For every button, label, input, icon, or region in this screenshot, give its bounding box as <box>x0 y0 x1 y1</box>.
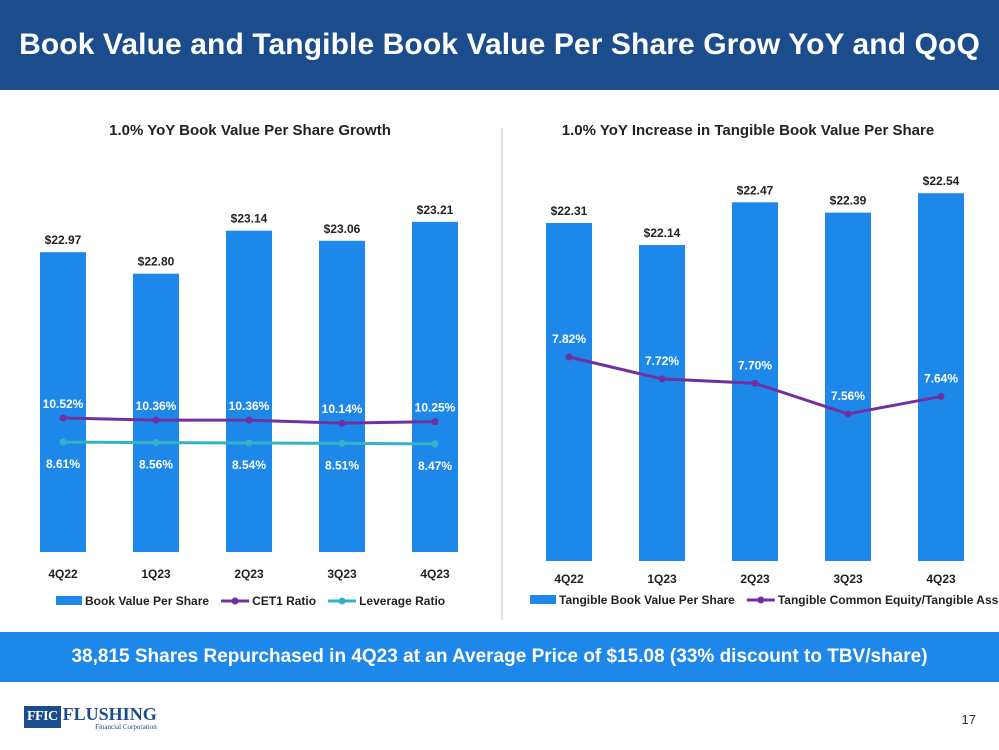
chart1-line-label-0-3Q23: 10.14% <box>322 402 363 416</box>
chart2-line-label-0-4Q22: 7.82% <box>552 332 586 346</box>
chart2-line-label-0-4Q23: 7.64% <box>924 371 958 385</box>
chart1-line-label-1-3Q23: 8.51% <box>325 458 359 472</box>
chart2-tick-3Q23: 3Q23 <box>833 572 863 586</box>
legend1-label-0: Book Value Per Share <box>85 594 209 608</box>
logo-box-text: FFIC <box>24 706 61 728</box>
chart2-bar-label-4Q23: $22.54 <box>923 174 960 188</box>
chart2-bar-label-1Q23: $22.14 <box>644 226 681 240</box>
chart1-point-0-4Q23 <box>431 418 439 426</box>
logo-wordmark: FLUSHING <box>62 704 157 724</box>
chart1-line-label-0-2Q23: 10.36% <box>229 399 270 413</box>
header-bar: Book Value and Tangible Book Value Per S… <box>0 0 999 90</box>
page-title: Book Value and Tangible Book Value Per S… <box>19 28 980 61</box>
chart1-tick-3Q23: 3Q23 <box>327 567 357 581</box>
chart1-tick-4Q22: 4Q22 <box>48 567 78 581</box>
chart2-line-label-0-3Q23: 7.56% <box>831 389 865 403</box>
chart1-point-0-1Q23 <box>152 416 160 424</box>
chart1-bar-label-1Q23: $22.80 <box>138 255 175 269</box>
repurchase-banner: 38,815 Shares Repurchased in 4Q23 at an … <box>0 632 999 682</box>
chart2-point-0-4Q23 <box>937 392 945 400</box>
chart1-point-1-4Q22 <box>59 438 67 446</box>
chart1-legend: Book Value Per Share CET1 Ratio Leverage R… <box>56 594 445 608</box>
chart2-bar-4Q22 <box>546 223 592 561</box>
chart2-tick-4Q22: 4Q22 <box>554 572 584 586</box>
legend1-label-2: Leverage Ratio <box>359 594 445 608</box>
chart2-bar-label-4Q22: $22.31 <box>551 204 588 218</box>
chart1-line-label-1-4Q22: 8.61% <box>46 457 80 471</box>
chart1-bar-2Q23 <box>226 230 272 552</box>
legend1-marker-2 <box>338 597 346 605</box>
chart1-plot: $22.97 4Q22 $22.80 1Q23 $23.14 2Q23 $23.06 3Q23… <box>40 203 458 581</box>
legend2-marker-1 <box>757 596 765 604</box>
chart1-point-1-4Q23 <box>431 440 439 448</box>
chart1-line-label-0-1Q23: 10.36% <box>136 399 177 413</box>
chart1-line-label-0-4Q22: 10.52% <box>43 397 84 411</box>
legend2-swatch-0 <box>530 595 556 604</box>
chart2-line-label-0-1Q23: 7.72% <box>645 354 679 368</box>
chart1-point-0-3Q23 <box>338 419 346 427</box>
repurchase-banner-text: 38,815 Shares Repurchased in 4Q23 at an … <box>71 646 928 667</box>
chart1-line-label-1-4Q23: 8.47% <box>418 459 452 473</box>
chart1-bar-1Q23 <box>133 273 179 552</box>
chart2-bar-3Q23 <box>825 212 871 561</box>
chart1-point-1-2Q23 <box>245 439 253 447</box>
chart1-line-label-1-1Q23: 8.56% <box>139 458 173 472</box>
chart2-point-0-4Q22 <box>565 353 573 361</box>
chart2-bar-1Q23 <box>639 245 685 561</box>
chart2-bar-label-2Q23: $22.47 <box>737 183 774 197</box>
chart1-line-label-1-2Q23: 8.54% <box>232 458 266 472</box>
chart1-title: 1.0% YoY Book Value Per Share Growth <box>109 122 391 139</box>
chart1-tick-1Q23: 1Q23 <box>141 567 171 581</box>
legend1-swatch-0 <box>56 596 82 605</box>
chart2-tick-2Q23: 2Q23 <box>740 572 770 586</box>
chart2-bar-4Q23 <box>918 193 964 561</box>
chart2-tick-1Q23: 1Q23 <box>647 572 677 586</box>
chart1-point-0-4Q22 <box>59 414 67 422</box>
chart1-line-label-0-4Q23: 10.25% <box>415 401 456 415</box>
logo-subtitle: Financial Corporation <box>95 723 157 731</box>
chart2-point-0-1Q23 <box>658 375 666 383</box>
chart1-point-1-3Q23 <box>338 439 346 447</box>
legend2-label-1: Tangible Common Equity/Tangible Assets <box>778 593 999 607</box>
charts-area: 1.0% YoY Book Value Per Share Growth 1.0… <box>40 122 999 620</box>
chart1-tick-4Q23: 4Q23 <box>420 567 450 581</box>
chart1-point-0-2Q23 <box>245 416 253 424</box>
legend1-marker-1 <box>231 597 239 605</box>
chart1-bar-label-2Q23: $23.14 <box>231 212 268 226</box>
chart2-line-label-0-2Q23: 7.70% <box>738 358 772 372</box>
chart2-tick-4Q23: 4Q23 <box>926 572 956 586</box>
chart2-point-0-2Q23 <box>751 379 759 387</box>
chart2-legend: Tangible Book Value Per Share Tangible Co… <box>530 593 999 607</box>
chart1-bar-label-3Q23: $23.06 <box>324 222 361 236</box>
chart2-point-0-3Q23 <box>844 410 852 418</box>
chart1-point-1-1Q23 <box>152 439 160 447</box>
chart1-bar-4Q22 <box>40 252 86 552</box>
page-number: 17 <box>961 712 976 727</box>
legend2-label-0: Tangible Book Value Per Share <box>559 593 735 607</box>
chart2-bar-label-3Q23: $22.39 <box>830 194 867 208</box>
chart1-tick-2Q23: 2Q23 <box>234 567 264 581</box>
chart2-plot: $22.31 4Q22 $22.14 1Q23 $22.47 2Q23 $22.39 3Q23… <box>546 174 964 586</box>
chart1-bar-label-4Q22: $22.97 <box>45 233 82 247</box>
chart1-bar-4Q23 <box>412 221 458 552</box>
company-logo: FFIC FLUSHING Financial Corporation <box>24 704 157 734</box>
chart1-bar-3Q23 <box>319 240 365 552</box>
chart1-bar-label-4Q23: $23.21 <box>417 203 454 217</box>
chart2-title: 1.0% YoY Increase in Tangible Book Value… <box>562 122 934 139</box>
legend1-label-1: CET1 Ratio <box>252 594 316 608</box>
